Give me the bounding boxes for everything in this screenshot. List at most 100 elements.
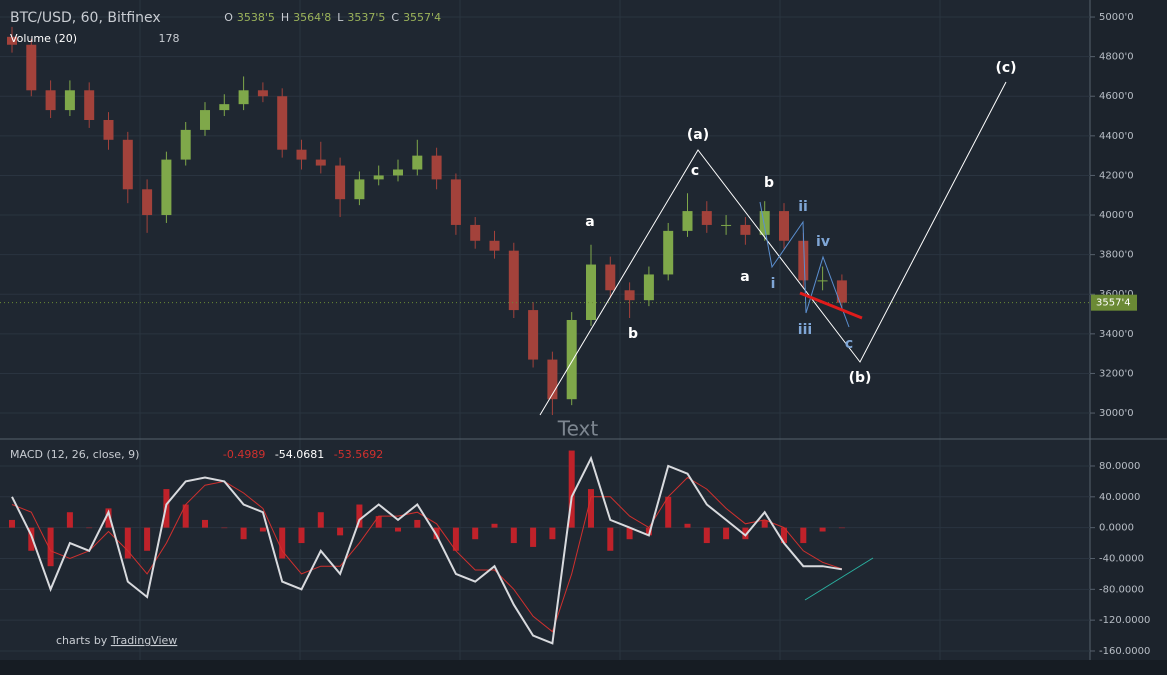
- candle-body: [470, 224, 481, 241]
- y-tick-label: -40.0000: [1099, 553, 1144, 564]
- histogram-bar: [182, 504, 189, 528]
- candle-body: [296, 149, 307, 160]
- candle-body: [412, 155, 423, 170]
- footer-link[interactable]: TradingView: [110, 634, 177, 647]
- histogram-bar: [645, 527, 652, 536]
- ohlc-key: O: [224, 11, 233, 24]
- candle-body: [180, 129, 191, 160]
- histogram-bar: [105, 508, 112, 528]
- candle-body: [547, 359, 558, 400]
- y-tick-label: -120.0000: [1099, 615, 1150, 626]
- histogram-bar: [510, 527, 517, 544]
- histogram-bar: [433, 527, 440, 540]
- wave-label: (c): [995, 60, 1016, 76]
- histogram-bar: [414, 519, 421, 528]
- candle-body: [624, 290, 635, 301]
- footer-prefix: charts by: [56, 634, 108, 647]
- histogram-bar: [317, 512, 324, 528]
- histogram-bar: [124, 527, 131, 559]
- histogram-bar: [761, 519, 768, 528]
- candle-body: [7, 36, 17, 45]
- ohlc-value: 3538'5: [237, 11, 275, 24]
- ohlc-key: H: [281, 11, 289, 24]
- wave-label: (a): [687, 127, 709, 143]
- macd-line: [11, 455, 843, 645]
- candle-body: [817, 280, 828, 282]
- ohlc-value: 3537'5: [347, 11, 385, 24]
- y-tick-label: 0.0000: [1099, 523, 1134, 534]
- y-tick-label: 4200'0: [1099, 170, 1134, 181]
- macd-title: MACD (12, 26, close, 9): [10, 448, 139, 461]
- wave-label: Text: [557, 417, 599, 441]
- histogram-bar: [781, 527, 787, 544]
- candle-body: [354, 179, 365, 200]
- histogram-bar: [356, 504, 363, 528]
- signal-last: -53.5692: [334, 448, 383, 461]
- wave-label: (b): [849, 370, 872, 386]
- wave-label: ii: [798, 199, 808, 215]
- candle-body: [701, 211, 712, 225]
- footer: charts by TradingView: [56, 634, 177, 647]
- histogram-bar: [491, 523, 498, 528]
- y-tick-label: 40.0000: [1099, 492, 1140, 503]
- candle-body: [335, 165, 346, 200]
- candle-body: [759, 211, 770, 235]
- y-tick-label: 3800'0: [1099, 250, 1134, 261]
- candle-body: [45, 90, 56, 111]
- title: BTC/USD, 60, Bitfinex: [10, 10, 161, 26]
- candle-body: [64, 90, 75, 111]
- histogram-bar: [202, 519, 208, 528]
- histogram-bar: [240, 527, 247, 540]
- histogram-bar: [259, 527, 266, 532]
- histogram-bar: [549, 527, 556, 540]
- macd-trend-line: [804, 557, 874, 601]
- y-tick-label: 5000'0: [1099, 12, 1134, 23]
- histogram-bar: [838, 527, 845, 529]
- histogram-bar: [395, 527, 401, 532]
- y-tick-label: 4600'0: [1099, 91, 1134, 102]
- candle-body: [393, 169, 403, 176]
- v-grid: [139, 0, 941, 660]
- volume-value: 178: [159, 32, 180, 45]
- price-axis-area: [1090, 0, 1167, 660]
- candle-body: [277, 96, 288, 150]
- candle-body: [238, 90, 249, 105]
- candle-body: [508, 250, 519, 311]
- histogram-bar: [66, 512, 73, 528]
- histogram-bar: [588, 489, 594, 528]
- macd-legend: MACD (12, 26, close, 9) -0.4989 -54.0681…: [10, 448, 383, 461]
- wave-label: b: [764, 175, 774, 191]
- y-tick-label: -80.0000: [1099, 584, 1144, 595]
- histogram-bar: [375, 516, 382, 528]
- y-tick-label: 3200'0: [1099, 368, 1134, 379]
- histogram-bar: [221, 527, 228, 529]
- candle-body: [26, 44, 37, 91]
- histogram-bar: [9, 519, 15, 528]
- wave-label: iii: [798, 322, 812, 338]
- candle-body: [528, 310, 539, 360]
- y-tick-label: -160.0000: [1099, 646, 1150, 657]
- y-tick-label: 3400'0: [1099, 329, 1134, 340]
- symbol-header: BTC/USD, 60, Bitfinex O 3538'5 H 3564'8 L 353…: [10, 10, 441, 26]
- subwave-line: [759, 201, 850, 328]
- last-price-badge: [1091, 294, 1137, 311]
- histogram-bar: [607, 527, 614, 551]
- volume-legend: Volume (20) 178: [10, 32, 180, 45]
- histogram-bar: [337, 527, 344, 536]
- bottom-strip: [0, 660, 1167, 675]
- ohlc-value: 3564'8: [293, 11, 331, 24]
- candle-body: [161, 159, 172, 216]
- volume-title: Volume (20): [10, 32, 77, 45]
- histogram-bar: [819, 527, 826, 532]
- candle-body: [643, 274, 654, 301]
- macd-last: -54.0681: [275, 448, 324, 461]
- wave-label: a: [740, 269, 749, 285]
- histogram-bar: [684, 523, 691, 528]
- histogram-bar: [452, 527, 459, 551]
- histogram-bar: [742, 527, 749, 540]
- histogram-bar: [626, 527, 633, 540]
